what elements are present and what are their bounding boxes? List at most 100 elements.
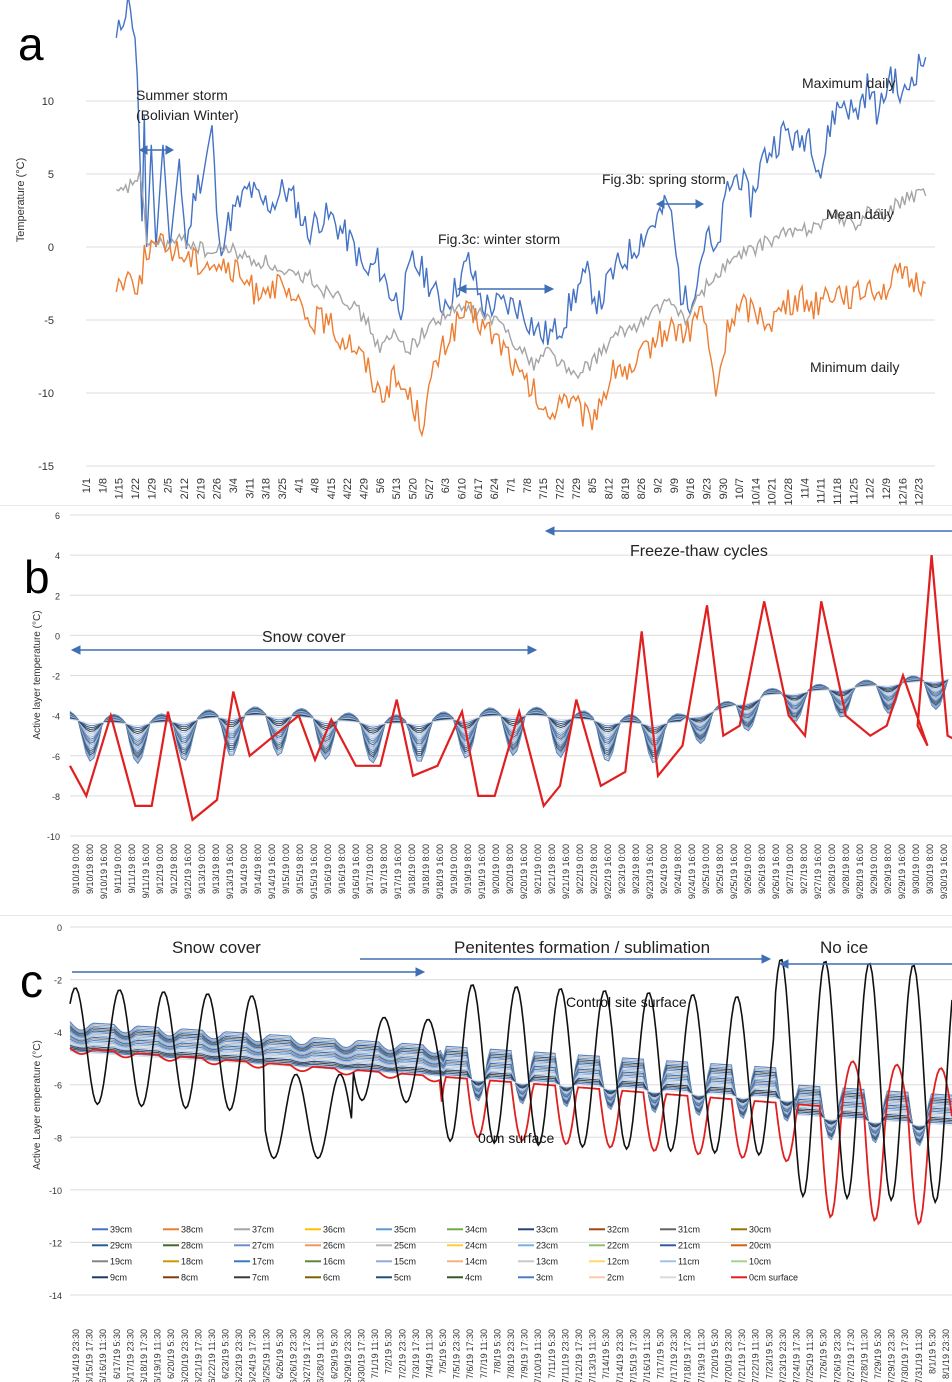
series-control-site-surface [69, 958, 952, 1205]
x-tick-label: 9/30/19 8:00 [925, 844, 935, 894]
x-tick-label: 9/23/19 0:00 [617, 844, 627, 894]
x-tick-label: 7/14/19 23:30 [615, 1329, 625, 1382]
x-tick-label: 6/3 [440, 478, 452, 493]
x-tick-label: 4/8 [310, 478, 322, 493]
x-tick-label: 9/30/19 16:00 [939, 844, 949, 899]
y-tick-label: 6 [55, 511, 60, 521]
x-tick-label: 6/21/19 17:30 [193, 1329, 203, 1382]
x-tick-label: 6/29/19 5:30 [329, 1329, 339, 1379]
legend-label: 12cm [607, 1256, 629, 1266]
x-tick-label: 7/8/19 23:30 [506, 1329, 516, 1379]
x-tick-label: 7/16/19 11:30 [642, 1329, 652, 1382]
legend-label: 39cm [110, 1224, 132, 1234]
x-tick-label: 9/10/19 16:00 [99, 844, 109, 899]
x-tick-label: 5/6 [375, 478, 387, 493]
x-tick-label: 9/11/19 8:00 [127, 844, 137, 893]
x-tick-label: 8/19 [620, 478, 632, 499]
legend-label: 28cm [181, 1240, 203, 1250]
legend-label: 37cm [252, 1224, 274, 1234]
x-tick-label: 3/18 [261, 478, 273, 499]
legend-item: 7cm [234, 1272, 269, 1282]
x-tick-label: 9/12/19 16:00 [183, 844, 193, 899]
legend-item: 18cm [163, 1256, 203, 1266]
legend-label: 27cm [252, 1240, 274, 1250]
x-tick-label: 2/12 [179, 478, 191, 499]
x-tick-label: 9/28/19 16:00 [855, 844, 865, 899]
x-tick-label: 7/3/19 17:30 [411, 1329, 421, 1379]
y-tick-label: -10 [38, 388, 54, 400]
y-tick-label: -5 [44, 315, 54, 327]
legend-item: 32cm [589, 1224, 629, 1234]
y-tick-label: 0 [55, 631, 60, 641]
x-tick-label: 9/19/19 16:00 [477, 844, 487, 899]
x-tick-label: 7/12/19 17:30 [574, 1329, 584, 1382]
panel-a-chart: a Temperature (°C) -15 -10 -5 0 5 10 1/1 1/8 1/… [15, 0, 935, 505]
x-tick-label: 9/19/19 8:00 [463, 844, 473, 894]
x-tick-label: 12/2 [865, 478, 877, 499]
depth-line [69, 1035, 952, 1137]
x-tick-label: 9/17/19 0:00 [365, 844, 375, 894]
x-tick-label: 9/21/19 16:00 [561, 844, 571, 899]
legend-item: 22cm [589, 1240, 629, 1250]
legend-label: 15cm [394, 1256, 416, 1266]
depth-line [69, 1044, 952, 1131]
x-tick-label: 12/16 [897, 478, 909, 505]
y-tick-label: -2 [52, 672, 60, 682]
legend-item: 29cm [92, 1240, 132, 1250]
x-tick-label: 7/19/19 11:30 [696, 1329, 706, 1382]
x-tick-label: 1/8 [97, 478, 109, 493]
x-tick-label: 10/14 [750, 478, 762, 505]
x-tick-label: 7/2/19 23:30 [397, 1329, 407, 1379]
x-tick-label: 4/22 [342, 478, 354, 499]
x-tick-label: 9/26/19 8:00 [757, 844, 767, 894]
x-tick-label: 1/29 [146, 478, 158, 499]
x-tick-label: 2/5 [163, 478, 175, 493]
x-tick-label: 8/5 [587, 478, 599, 493]
annotation-snow-cover-c: Snow cover [172, 938, 261, 957]
x-tick-label: 3/25 [277, 478, 289, 499]
x-tick-label: 9/29/19 16:00 [897, 844, 907, 899]
legend-item: 31cm [660, 1224, 700, 1234]
legend-label: 19cm [110, 1256, 132, 1266]
arrow-spring-storm [655, 199, 705, 209]
x-tick-label: 7/17/19 23:30 [669, 1329, 679, 1382]
x-tick-label: 7/22/19 11:30 [751, 1329, 761, 1382]
x-tick-label: 6/22/19 11:30 [207, 1329, 217, 1382]
legend-item: 35cm [376, 1224, 416, 1234]
x-tick-label: 9/30 [718, 478, 730, 499]
x-tick-label: 7/20/19 5:30 [710, 1329, 720, 1379]
panel-c-legend: 39cm 38cm 37cm 36cm 35cm 34cm 33cm 32cm 31cm 30cm… [92, 1224, 798, 1282]
panel-a-letter: a [18, 18, 44, 70]
legend-item: 39cm [92, 1224, 132, 1234]
x-tick-label: 6/17/19 23:30 [125, 1329, 135, 1382]
panel-c-annotations: Snow cover Penitentes formation / sublim… [72, 938, 952, 1146]
x-tick-label: 9/12/19 8:00 [169, 844, 179, 894]
x-tick-label: 9/10/19 0:00 [71, 844, 81, 894]
legend-item: 33cm [518, 1224, 558, 1234]
x-tick-label: 7/15/19 17:30 [628, 1329, 638, 1382]
x-tick-label: 9/25/19 0:00 [701, 844, 711, 894]
x-tick-label: 7/27/19 17:30 [846, 1329, 856, 1382]
annotation-0cm-surface: 0cm surface [478, 1130, 554, 1146]
x-tick-label: 4/15 [326, 478, 338, 499]
legend-label: 34cm [465, 1224, 487, 1234]
x-tick-label: 6/24 [489, 478, 501, 499]
x-tick-label: 7/31/19 11:30 [914, 1329, 924, 1382]
legend-label: 23cm [536, 1240, 558, 1250]
x-tick-label: 7/8/19 5:30 [492, 1329, 502, 1374]
legend-item: 17cm [234, 1256, 274, 1266]
x-tick-label: 9/22/19 16:00 [603, 844, 613, 899]
legend-item: 21cm [660, 1240, 700, 1250]
legend-item: 14cm [447, 1256, 487, 1266]
depth-line [69, 1033, 952, 1138]
x-tick-label: 9/28/19 0:00 [827, 844, 837, 894]
legend-item: 27cm [234, 1240, 274, 1250]
x-tick-label: 9/20/19 8:00 [505, 844, 515, 894]
legend-item: 2cm [589, 1272, 624, 1282]
annotation-no-ice: No ice [820, 938, 868, 957]
x-tick-label: 9/16/19 8:00 [337, 844, 347, 894]
x-tick-label: 7/29/19 23:30 [887, 1329, 897, 1382]
legend-label: 31cm [678, 1224, 700, 1234]
legend-label: 10cm [749, 1256, 771, 1266]
panel-c-ylabel: Active Layer emperature (°C) [32, 1040, 43, 1170]
